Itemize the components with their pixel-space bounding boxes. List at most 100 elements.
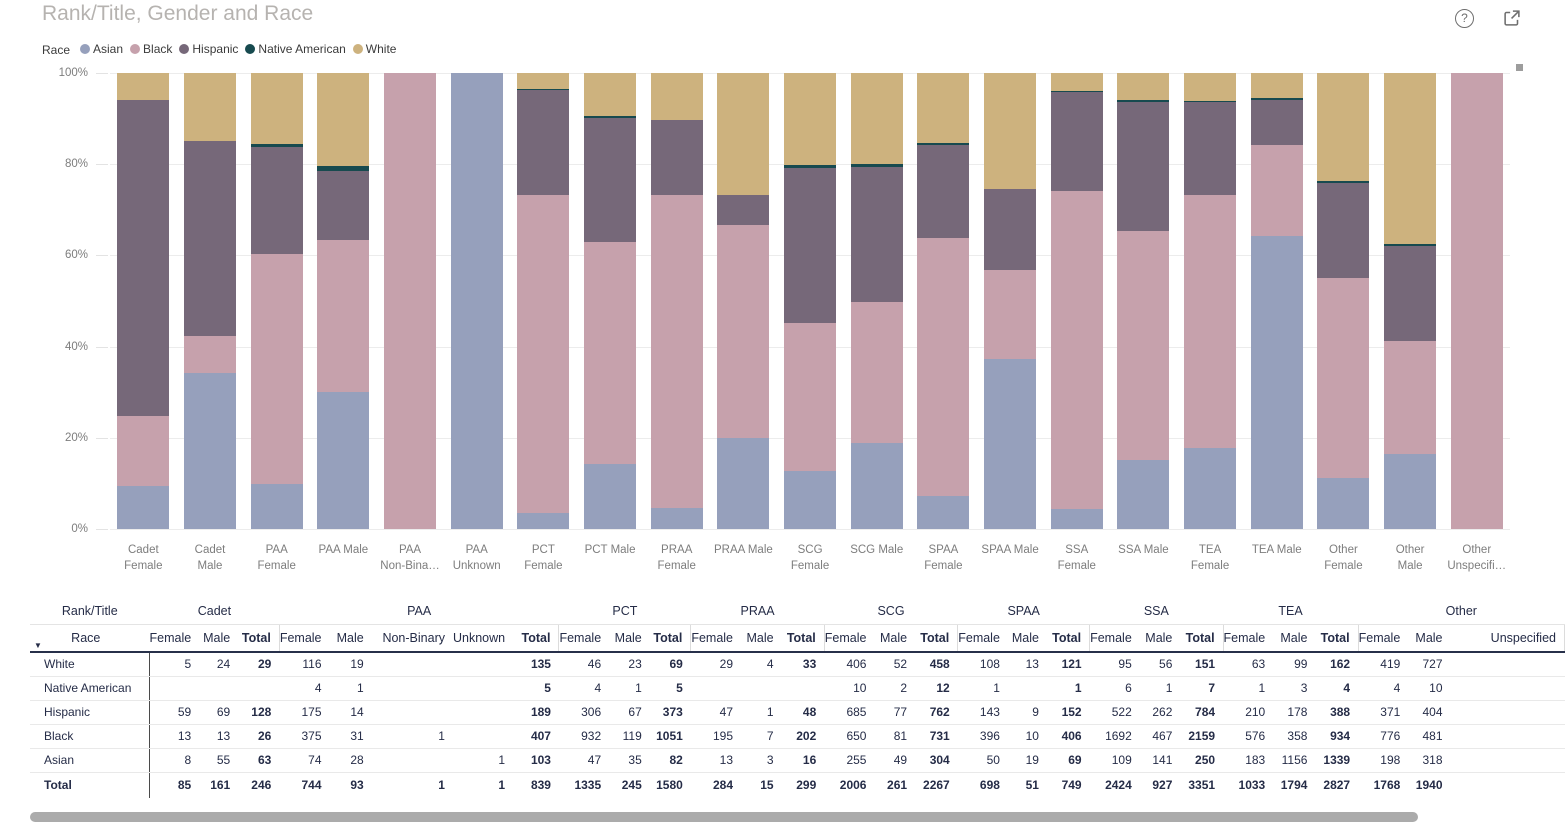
bar-segment-white[interactable] <box>1384 73 1437 244</box>
bar-segment-asian[interactable] <box>984 359 1037 529</box>
bar-segment-asian[interactable] <box>250 483 303 529</box>
bar-scg-female[interactable] <box>784 73 837 529</box>
col-header-pct-total[interactable]: Total <box>649 624 692 653</box>
bar-segment-asian[interactable] <box>1050 508 1103 529</box>
bar-praa-female[interactable] <box>650 73 703 529</box>
bar-segment-native-american[interactable] <box>1250 98 1303 100</box>
bar-other-male[interactable] <box>1384 73 1437 529</box>
bar-segment-white[interactable] <box>1050 73 1103 91</box>
col-header-spaa-female[interactable]: Female <box>957 624 1008 653</box>
col-header-spaa-male[interactable]: Male <box>1007 624 1047 653</box>
bar-segment-hispanic[interactable] <box>250 146 303 254</box>
bar-scg-male[interactable] <box>850 73 903 529</box>
bar-segment-hispanic[interactable] <box>717 194 770 226</box>
col-header-pct-male[interactable]: Male <box>609 624 650 653</box>
bar-segment-asian[interactable] <box>784 471 837 529</box>
bar-segment-asian[interactable] <box>1317 478 1370 529</box>
bar-segment-black[interactable] <box>784 323 837 472</box>
bar-segment-black[interactable] <box>317 239 370 392</box>
bar-segment-black[interactable] <box>184 336 236 374</box>
bar-segment-white[interactable] <box>1184 73 1237 101</box>
col-header-praa-female[interactable]: Female <box>690 624 742 653</box>
legend-item-white[interactable]: White <box>352 42 396 56</box>
bar-segment-white[interactable] <box>117 73 170 100</box>
bar-segment-white[interactable] <box>184 73 236 141</box>
bar-segment-black[interactable] <box>384 73 437 529</box>
legend-item-native-american[interactable]: Native American <box>245 42 346 56</box>
col-header-cadet-total[interactable]: Total <box>238 624 280 653</box>
bar-segment-asian[interactable] <box>1250 235 1303 529</box>
bar-segment-asian[interactable] <box>1117 459 1170 529</box>
bar-segment-asian[interactable] <box>1184 448 1237 529</box>
bar-segment-black[interactable] <box>250 253 303 484</box>
bar-segment-native-american[interactable] <box>1117 100 1170 103</box>
bar-cadet-female[interactable] <box>117 73 170 529</box>
bar-paa-non-bina[interactable] <box>384 73 437 529</box>
bar-spaa-female[interactable] <box>917 73 970 529</box>
bar-segment-native-american[interactable] <box>250 144 303 147</box>
bar-segment-white[interactable] <box>1117 73 1170 101</box>
bar-segment-black[interactable] <box>1450 73 1503 529</box>
horizontal-scrollbar-thumb[interactable] <box>30 812 1418 822</box>
bar-praa-male[interactable] <box>717 73 770 529</box>
bar-segment-white[interactable] <box>517 73 570 89</box>
bar-ssa-male[interactable] <box>1117 73 1170 529</box>
bar-segment-black[interactable] <box>1317 278 1370 478</box>
col-header-other-female[interactable]: Female <box>1358 624 1409 653</box>
bar-segment-white[interactable] <box>650 73 703 120</box>
col-header-paa-unknown[interactable]: Unknown <box>452 624 514 653</box>
col-header-praa-total[interactable]: Total <box>781 624 825 653</box>
bar-other-unspecifi[interactable] <box>1450 73 1503 529</box>
bar-segment-hispanic[interactable] <box>117 99 170 417</box>
bar-segment-white[interactable] <box>784 73 837 166</box>
bar-segment-native-american[interactable] <box>1050 90 1103 93</box>
bar-pct-female[interactable] <box>517 73 570 529</box>
legend-item-black[interactable]: Black <box>130 42 172 56</box>
bar-segment-white[interactable] <box>1250 73 1303 99</box>
bar-paa-unknown[interactable] <box>450 73 503 529</box>
bar-segment-hispanic[interactable] <box>1250 99 1303 145</box>
bar-ssa-female[interactable] <box>1050 73 1103 529</box>
bar-segment-hispanic[interactable] <box>850 167 903 302</box>
bar-segment-hispanic[interactable] <box>1317 182 1370 279</box>
col-header-scg-female[interactable]: Female <box>824 624 875 653</box>
bar-segment-white[interactable] <box>1317 73 1370 181</box>
bar-segment-hispanic[interactable] <box>784 167 837 324</box>
chart-scroll-handle[interactable] <box>1516 64 1523 71</box>
bar-segment-asian[interactable] <box>917 496 970 529</box>
bar-segment-asian[interactable] <box>717 437 770 529</box>
col-header-cadet-male[interactable]: Male <box>199 624 239 653</box>
bar-segment-hispanic[interactable] <box>584 117 637 243</box>
bar-segment-hispanic[interactable] <box>184 141 236 337</box>
bar-segment-white[interactable] <box>250 73 303 145</box>
bar-segment-asian[interactable] <box>117 486 170 529</box>
bar-segment-black[interactable] <box>850 301 903 444</box>
bar-segment-black[interactable] <box>1117 230 1170 460</box>
legend-item-hispanic[interactable]: Hispanic <box>179 42 238 56</box>
bar-segment-white[interactable] <box>917 73 970 144</box>
bar-segment-white[interactable] <box>317 73 370 167</box>
bar-segment-black[interactable] <box>1184 194 1237 449</box>
bar-segment-native-american[interactable] <box>917 143 970 145</box>
col-header-tea-male[interactable]: Male <box>1273 624 1316 653</box>
bar-segment-black[interactable] <box>1050 190 1103 509</box>
bar-segment-hispanic[interactable] <box>1384 246 1437 342</box>
col-header-cadet-female[interactable]: Female <box>149 624 200 653</box>
bar-segment-native-american[interactable] <box>1384 243 1437 247</box>
col-header-ssa-female[interactable]: Female <box>1089 624 1140 653</box>
col-header-scg-total[interactable]: Total <box>915 624 959 653</box>
col-header-ssa-total[interactable]: Total <box>1180 624 1224 653</box>
bar-segment-hispanic[interactable] <box>650 119 703 196</box>
bar-segment-native-american[interactable] <box>317 166 370 172</box>
bar-segment-hispanic[interactable] <box>1050 92 1103 191</box>
bar-segment-native-american[interactable] <box>784 165 837 168</box>
col-header-scg-male[interactable]: Male <box>874 624 916 653</box>
bar-segment-hispanic[interactable] <box>1117 102 1170 231</box>
bar-segment-black[interactable] <box>584 242 637 464</box>
legend-item-asian[interactable]: Asian <box>80 42 123 56</box>
bar-segment-hispanic[interactable] <box>984 189 1037 270</box>
bar-segment-asian[interactable] <box>517 512 570 529</box>
popout-icon[interactable] <box>1501 7 1525 31</box>
bar-segment-asian[interactable] <box>450 73 503 529</box>
bar-segment-hispanic[interactable] <box>317 171 370 240</box>
